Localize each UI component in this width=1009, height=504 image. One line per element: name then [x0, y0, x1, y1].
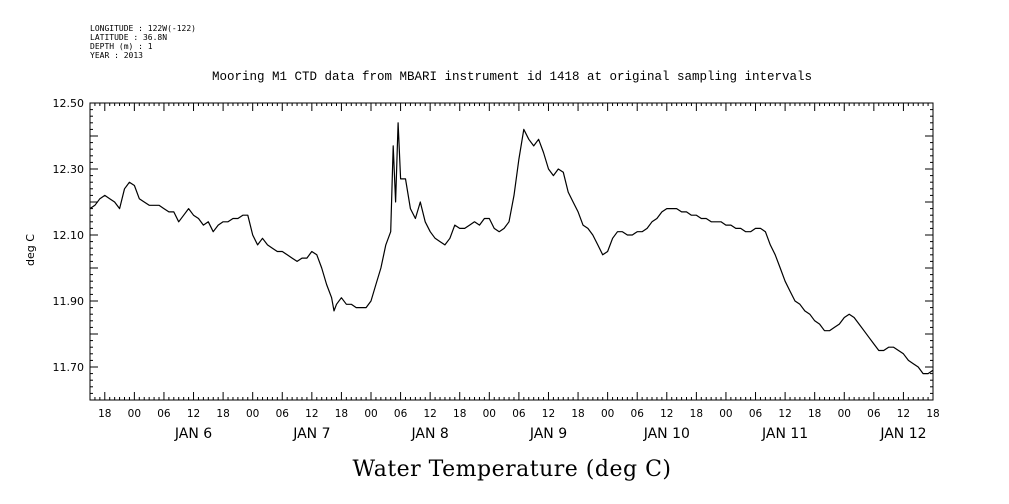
- x-hour-label: 18: [216, 408, 229, 420]
- plot-area: [89, 122, 934, 375]
- x-day-label: JAN 8: [411, 426, 449, 442]
- y-tick-label: 12.50: [53, 97, 85, 110]
- y-tick-label: 11.70: [53, 361, 85, 374]
- x-day-label: JAN 12: [879, 426, 926, 442]
- x-hour-label: 12: [778, 408, 791, 420]
- x-hour-label: 06: [394, 408, 408, 420]
- x-hour-label: 18: [571, 408, 584, 420]
- y-tick-label: 11.90: [53, 295, 85, 308]
- x-hour-label: 12: [305, 408, 318, 420]
- longitude-text: LONGITUDE : 122W(-122): [90, 24, 196, 33]
- x-hour-label: 00: [364, 408, 377, 420]
- depth-text: DEPTH (m) : 1: [90, 42, 153, 51]
- x-hour-label: 06: [631, 408, 645, 420]
- header-info: LONGITUDE : 122W(-122) LATITUDE : 36.8N …: [90, 24, 196, 60]
- x-hour-label: 18: [453, 408, 466, 420]
- latitude-text: LATITUDE : 36.8N: [90, 33, 167, 42]
- x-hour-label: 06: [867, 408, 881, 420]
- x-axis-label: Water Temperature (deg C): [353, 457, 672, 482]
- x-day-label: JAN 9: [529, 426, 567, 442]
- x-hour-label: 06: [512, 408, 526, 420]
- plot-frame: [89, 102, 934, 401]
- x-day-label: JAN 6: [174, 426, 212, 442]
- x-hour-label: 12: [660, 408, 673, 420]
- x-hour-label: 12: [423, 408, 436, 420]
- x-axis: 18 00 06 12 18 00 06 12 18 00 06 12 18 00 06 12 18 00 06 12…: [89, 103, 940, 442]
- x-hour-label: 00: [128, 408, 141, 420]
- x-hour-label: 00: [246, 408, 259, 420]
- year-text: YEAR : 2013: [90, 51, 143, 60]
- x-hour-label: 06: [276, 408, 290, 420]
- x-hour-label: 18: [335, 408, 348, 420]
- x-hour-label: 00: [719, 408, 732, 420]
- x-day-label: JAN 7: [292, 426, 330, 442]
- x-hour-label: 18: [690, 408, 703, 420]
- x-hour-label: 12: [187, 408, 200, 420]
- y-tick-label: 12.30: [53, 163, 85, 176]
- x-hour-label: 12: [897, 408, 910, 420]
- x-hour-label: 00: [483, 408, 496, 420]
- x-hour-label: 06: [749, 408, 763, 420]
- x-day-label: JAN 11: [761, 426, 808, 442]
- chart-title: Mooring M1 CTD data from MBARI instrumen…: [212, 70, 812, 84]
- x-hour-label: 00: [601, 408, 614, 420]
- y-axis-label: deg C: [24, 234, 37, 266]
- x-hour-label: 18: [98, 408, 111, 420]
- y-tick-label: 12.10: [53, 229, 85, 242]
- x-hour-label: 18: [926, 408, 939, 420]
- y-axis: 12.50 12.30 12.10 11.90 11.70: [53, 97, 933, 401]
- temperature-series-line: [89, 122, 934, 375]
- x-hour-label: 12: [542, 408, 555, 420]
- x-hour-label: 06: [157, 408, 171, 420]
- x-day-label: JAN 10: [643, 426, 690, 442]
- x-hour-label: 00: [838, 408, 851, 420]
- x-hour-label: 18: [808, 408, 821, 420]
